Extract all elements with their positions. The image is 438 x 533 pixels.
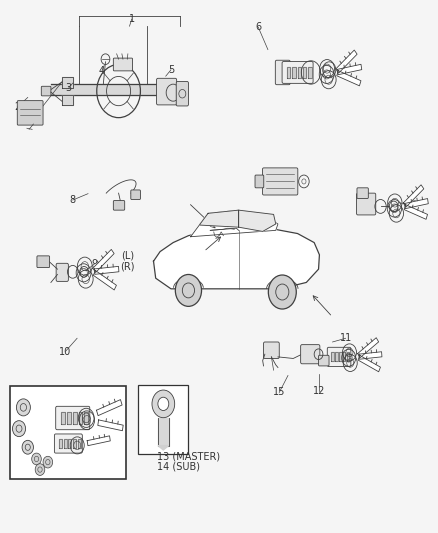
Circle shape — [268, 275, 296, 309]
FancyBboxPatch shape — [318, 356, 329, 366]
FancyBboxPatch shape — [113, 58, 133, 71]
Bar — [11, 386, 126, 479]
Polygon shape — [308, 67, 311, 78]
FancyBboxPatch shape — [37, 256, 49, 268]
Circle shape — [12, 421, 25, 437]
Polygon shape — [67, 413, 71, 424]
Polygon shape — [85, 413, 88, 424]
Polygon shape — [191, 210, 278, 237]
FancyBboxPatch shape — [282, 62, 313, 83]
Polygon shape — [96, 400, 122, 416]
Text: 9: 9 — [92, 259, 98, 269]
Text: 7: 7 — [410, 200, 417, 211]
Circle shape — [43, 456, 53, 468]
Text: 11: 11 — [339, 333, 352, 343]
Polygon shape — [62, 77, 73, 88]
Polygon shape — [68, 439, 71, 448]
FancyBboxPatch shape — [131, 190, 141, 199]
Text: 6: 6 — [255, 22, 261, 33]
Polygon shape — [405, 199, 428, 208]
Polygon shape — [93, 271, 117, 290]
Circle shape — [22, 440, 33, 454]
Polygon shape — [51, 84, 182, 95]
Circle shape — [152, 390, 175, 418]
Polygon shape — [98, 420, 123, 431]
Polygon shape — [331, 352, 334, 361]
Text: 12: 12 — [313, 386, 325, 397]
Text: (R): (R) — [120, 262, 134, 271]
Polygon shape — [292, 67, 296, 78]
Text: 4: 4 — [99, 66, 105, 76]
Polygon shape — [95, 266, 119, 274]
Polygon shape — [335, 352, 338, 361]
Bar — [138, 384, 188, 454]
Polygon shape — [287, 67, 290, 78]
FancyBboxPatch shape — [327, 348, 351, 367]
Text: 10: 10 — [59, 346, 71, 357]
Polygon shape — [347, 352, 350, 361]
Polygon shape — [336, 50, 357, 73]
Circle shape — [35, 464, 45, 475]
Polygon shape — [358, 338, 378, 358]
Text: 2: 2 — [14, 102, 21, 112]
Polygon shape — [87, 436, 110, 446]
Polygon shape — [158, 418, 169, 446]
FancyBboxPatch shape — [156, 78, 177, 105]
Circle shape — [158, 397, 169, 410]
Text: 14 (SUB): 14 (SUB) — [157, 462, 200, 472]
Polygon shape — [239, 210, 276, 231]
Text: 15: 15 — [273, 387, 286, 398]
Polygon shape — [61, 413, 65, 424]
Polygon shape — [337, 64, 362, 75]
FancyBboxPatch shape — [56, 406, 90, 430]
Text: 13 (MASTER): 13 (MASTER) — [157, 451, 220, 461]
FancyBboxPatch shape — [176, 82, 188, 106]
Polygon shape — [303, 67, 306, 78]
Circle shape — [32, 453, 41, 465]
FancyBboxPatch shape — [41, 86, 51, 96]
FancyBboxPatch shape — [357, 188, 368, 198]
FancyBboxPatch shape — [113, 200, 125, 210]
Polygon shape — [343, 352, 346, 361]
Polygon shape — [153, 228, 319, 289]
Polygon shape — [93, 249, 114, 272]
FancyBboxPatch shape — [255, 175, 264, 188]
Polygon shape — [404, 205, 427, 219]
Polygon shape — [403, 185, 424, 207]
Polygon shape — [59, 439, 62, 448]
Polygon shape — [158, 446, 169, 450]
FancyBboxPatch shape — [54, 434, 82, 453]
Polygon shape — [78, 439, 81, 448]
Polygon shape — [337, 71, 361, 86]
FancyBboxPatch shape — [264, 342, 279, 359]
Polygon shape — [297, 67, 301, 78]
Polygon shape — [358, 356, 381, 372]
Polygon shape — [199, 210, 239, 227]
FancyBboxPatch shape — [262, 168, 298, 195]
Circle shape — [175, 274, 201, 306]
FancyBboxPatch shape — [357, 193, 376, 215]
Text: 5: 5 — [168, 65, 174, 75]
Text: 8: 8 — [70, 195, 76, 205]
Polygon shape — [73, 413, 77, 424]
Text: 3: 3 — [65, 83, 71, 93]
Text: 1: 1 — [129, 14, 135, 25]
FancyBboxPatch shape — [17, 101, 43, 125]
Polygon shape — [359, 352, 382, 359]
Polygon shape — [339, 352, 342, 361]
Polygon shape — [73, 439, 76, 448]
Circle shape — [16, 399, 30, 416]
FancyBboxPatch shape — [276, 60, 290, 85]
Text: (L): (L) — [121, 251, 134, 261]
FancyBboxPatch shape — [300, 345, 320, 364]
Polygon shape — [78, 413, 82, 424]
Polygon shape — [64, 439, 67, 448]
Polygon shape — [62, 95, 73, 106]
FancyBboxPatch shape — [56, 263, 68, 281]
